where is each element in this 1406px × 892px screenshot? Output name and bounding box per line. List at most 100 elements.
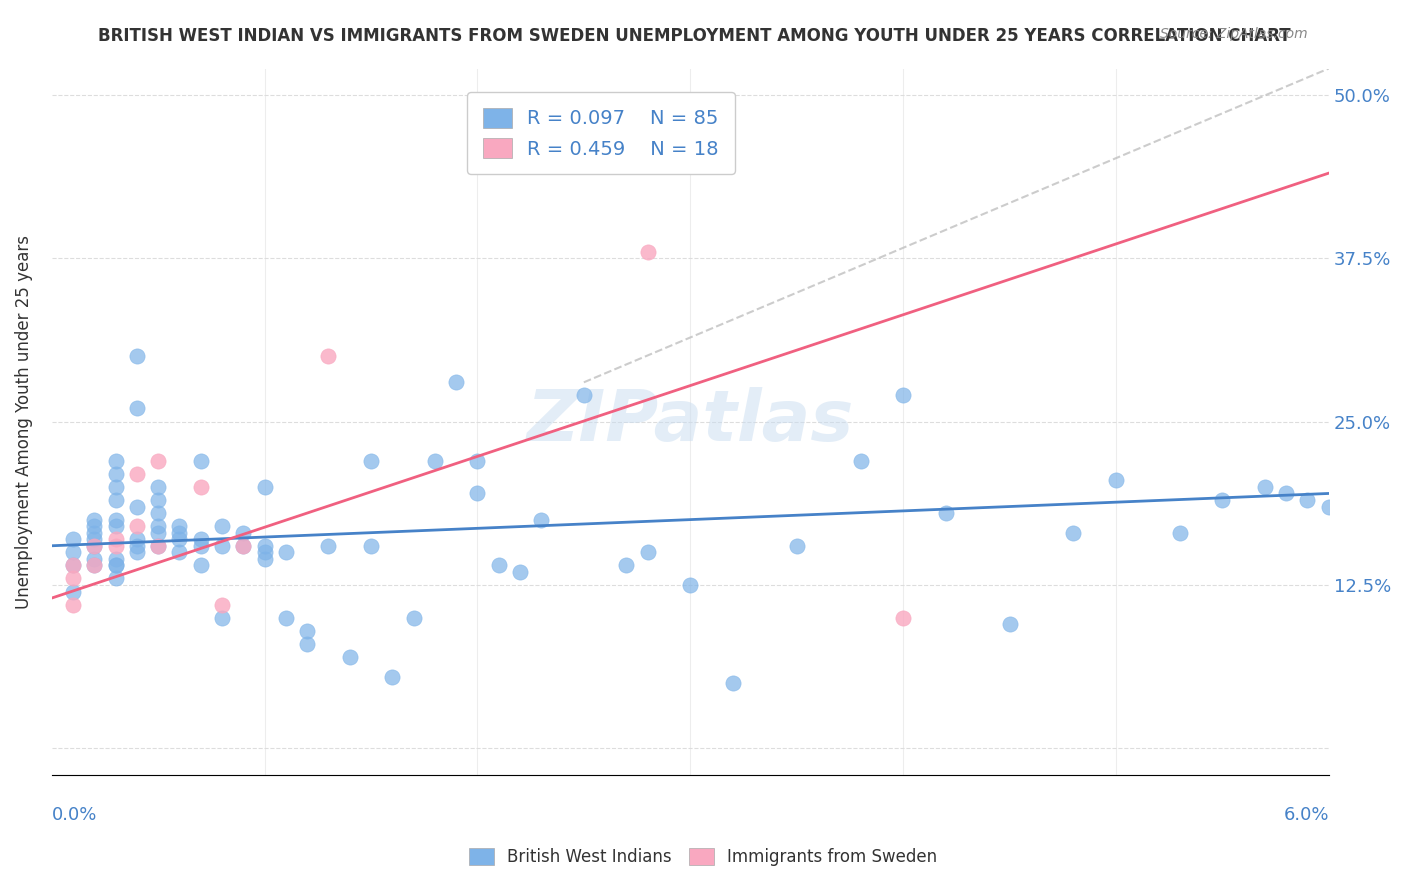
Point — [104, 539, 127, 553]
Point — [232, 539, 254, 553]
Legend: R = 0.097    N = 85, R = 0.459    N = 18: R = 0.097 N = 85, R = 0.459 N = 18 — [467, 93, 734, 174]
Legend: British West Indians, Immigrants from Sweden: British West Indians, Immigrants from Sw… — [461, 840, 945, 875]
Point — [104, 480, 127, 494]
Point — [104, 571, 127, 585]
Point — [146, 525, 169, 540]
Point — [62, 545, 84, 559]
Point — [62, 571, 84, 585]
Point — [125, 349, 148, 363]
Point — [146, 493, 169, 508]
Point — [146, 454, 169, 468]
Point — [190, 454, 212, 468]
Point — [360, 539, 382, 553]
Point — [104, 551, 127, 566]
Text: ZIPatlas: ZIPatlas — [527, 387, 853, 456]
Point — [253, 480, 276, 494]
Point — [467, 454, 489, 468]
Point — [104, 519, 127, 533]
Point — [83, 533, 105, 547]
Point — [253, 551, 276, 566]
Point — [62, 558, 84, 573]
Point — [1296, 493, 1319, 508]
Point — [253, 539, 276, 553]
Point — [125, 539, 148, 553]
Point — [190, 480, 212, 494]
Point — [530, 513, 553, 527]
Point — [1275, 486, 1298, 500]
Point — [423, 454, 446, 468]
Point — [488, 558, 510, 573]
Point — [146, 506, 169, 520]
Point — [104, 454, 127, 468]
Point — [125, 533, 148, 547]
Point — [125, 500, 148, 514]
Point — [62, 584, 84, 599]
Point — [146, 539, 169, 553]
Point — [83, 539, 105, 553]
Point — [318, 349, 340, 363]
Point — [83, 519, 105, 533]
Point — [104, 513, 127, 527]
Point — [998, 617, 1021, 632]
Point — [169, 525, 191, 540]
Point — [1062, 525, 1084, 540]
Point — [232, 539, 254, 553]
Point — [125, 519, 148, 533]
Point — [572, 388, 595, 402]
Point — [679, 578, 702, 592]
Point — [190, 539, 212, 553]
Point — [1317, 500, 1340, 514]
Point — [169, 519, 191, 533]
Point — [616, 558, 638, 573]
Point — [104, 558, 127, 573]
Point — [62, 598, 84, 612]
Point — [169, 545, 191, 559]
Point — [211, 598, 233, 612]
Point — [253, 545, 276, 559]
Point — [125, 401, 148, 416]
Point — [190, 558, 212, 573]
Point — [891, 610, 914, 624]
Text: 0.0%: 0.0% — [52, 806, 97, 824]
Point — [381, 669, 404, 683]
Point — [935, 506, 957, 520]
Point — [1211, 493, 1233, 508]
Text: Source: ZipAtlas.com: Source: ZipAtlas.com — [1160, 27, 1308, 41]
Point — [786, 539, 808, 553]
Point — [83, 558, 105, 573]
Point — [232, 525, 254, 540]
Y-axis label: Unemployment Among Youth under 25 years: Unemployment Among Youth under 25 years — [15, 235, 32, 608]
Point — [1168, 525, 1191, 540]
Point — [339, 649, 361, 664]
Point — [295, 624, 318, 638]
Point — [83, 539, 105, 553]
Point — [360, 454, 382, 468]
Point — [83, 551, 105, 566]
Point — [83, 558, 105, 573]
Point — [104, 558, 127, 573]
Point — [509, 565, 531, 579]
Point — [849, 454, 872, 468]
Point — [637, 545, 659, 559]
Point — [637, 244, 659, 259]
Point — [402, 610, 425, 624]
Point — [211, 519, 233, 533]
Text: 6.0%: 6.0% — [1284, 806, 1329, 824]
Point — [104, 533, 127, 547]
Text: BRITISH WEST INDIAN VS IMMIGRANTS FROM SWEDEN UNEMPLOYMENT AMONG YOUTH UNDER 25 : BRITISH WEST INDIAN VS IMMIGRANTS FROM S… — [98, 27, 1291, 45]
Point — [891, 388, 914, 402]
Point — [295, 637, 318, 651]
Point — [1254, 480, 1277, 494]
Point — [274, 610, 297, 624]
Point — [62, 558, 84, 573]
Point — [125, 545, 148, 559]
Point — [467, 140, 489, 154]
Point — [125, 467, 148, 481]
Point — [444, 376, 467, 390]
Point — [190, 533, 212, 547]
Point — [146, 519, 169, 533]
Point — [146, 539, 169, 553]
Point — [211, 539, 233, 553]
Point — [467, 486, 489, 500]
Point — [211, 610, 233, 624]
